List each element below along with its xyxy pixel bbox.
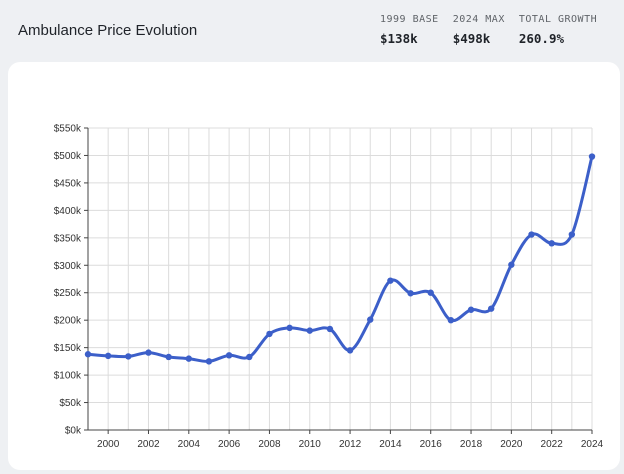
x-tick-label: 2008 bbox=[258, 439, 281, 450]
data-point[interactable] bbox=[447, 316, 455, 324]
x-tick-label: 2016 bbox=[420, 439, 443, 450]
x-tick-label: 2006 bbox=[218, 439, 241, 450]
x-tick-label: 2012 bbox=[339, 439, 362, 450]
data-point[interactable] bbox=[568, 231, 576, 238]
stat-growth-label: TOTAL GROWTH bbox=[518, 14, 598, 25]
y-tick-label: $300k bbox=[54, 261, 82, 272]
x-tick-label: 2010 bbox=[299, 439, 322, 450]
data-point[interactable] bbox=[266, 330, 273, 338]
price-series-line bbox=[86, 155, 594, 363]
stat-growth-value: 260.9% bbox=[518, 31, 565, 46]
data-point[interactable] bbox=[407, 290, 414, 297]
price-line-chart: $0k $50k $100k $150k $200k $250k $300k $350k $40… bbox=[54, 124, 604, 451]
y-tick-label: $500k bbox=[54, 151, 82, 162]
x-tick-label: 2002 bbox=[137, 439, 160, 450]
data-point[interactable] bbox=[367, 316, 374, 323]
data-point[interactable] bbox=[104, 352, 112, 360]
y-tick-label: $400k bbox=[54, 206, 82, 217]
data-point[interactable] bbox=[225, 352, 233, 359]
data-point[interactable] bbox=[145, 349, 152, 356]
x-tick-label: 2014 bbox=[379, 439, 402, 450]
x-tick-label: 2022 bbox=[541, 439, 564, 450]
x-tick-label: 2000 bbox=[97, 439, 120, 450]
data-point[interactable] bbox=[286, 324, 293, 332]
y-tick-label: $350k bbox=[54, 233, 82, 244]
y-tick-label: $200k bbox=[54, 316, 82, 327]
y-tick-label: $0k bbox=[65, 426, 82, 437]
x-tick-label: 2020 bbox=[500, 439, 523, 450]
data-point[interactable] bbox=[467, 306, 475, 313]
y-tick-label: $450k bbox=[54, 178, 82, 189]
axes: $0k $50k $100k $150k $200k $250k $300k $350k $40… bbox=[54, 124, 604, 451]
data-point[interactable] bbox=[387, 277, 394, 284]
data-point[interactable] bbox=[185, 355, 192, 362]
data-point[interactable] bbox=[528, 231, 535, 238]
x-tick-label: 2018 bbox=[460, 439, 483, 450]
stat-max: 2024 MAX $498k bbox=[453, 14, 505, 46]
stat-max-label: 2024 MAX bbox=[452, 14, 505, 25]
data-point[interactable] bbox=[125, 353, 132, 360]
stats-bar: 1999 BASE $138k 2024 MAX $498k TOTAL GRO… bbox=[380, 14, 597, 46]
data-point[interactable] bbox=[84, 351, 92, 358]
data-point[interactable] bbox=[488, 305, 495, 312]
data-point[interactable] bbox=[588, 153, 596, 160]
stat-growth: TOTAL GROWTH 260.9% bbox=[519, 14, 597, 46]
stat-base: 1999 BASE $138k bbox=[380, 14, 439, 46]
stat-max-value: $498k bbox=[452, 31, 491, 46]
stat-base-label: 1999 BASE bbox=[380, 14, 439, 25]
data-point[interactable] bbox=[346, 347, 354, 354]
data-point[interactable] bbox=[508, 261, 515, 268]
data-point[interactable] bbox=[205, 358, 213, 365]
data-point[interactable] bbox=[548, 240, 555, 247]
chart-card: $0k $50k $100k $150k $200k $250k $300k $350k $40… bbox=[8, 62, 620, 470]
page-title: Ambulance Price Evolution bbox=[18, 22, 198, 39]
x-tick-label: 2004 bbox=[178, 439, 201, 450]
y-tick-label: $50k bbox=[59, 398, 82, 409]
data-point[interactable] bbox=[427, 289, 434, 296]
stat-base-value: $138k bbox=[380, 31, 418, 46]
y-tick-label: $550k bbox=[54, 124, 82, 135]
data-point[interactable] bbox=[246, 353, 253, 361]
data-point[interactable] bbox=[165, 353, 172, 361]
x-tick-label: 2024 bbox=[581, 439, 604, 450]
data-point[interactable] bbox=[306, 327, 313, 334]
y-tick-label: $100k bbox=[54, 371, 82, 382]
series bbox=[84, 153, 596, 365]
grid bbox=[87, 127, 593, 431]
data-point[interactable] bbox=[326, 325, 334, 333]
y-tick-label: $150k bbox=[54, 343, 82, 354]
y-tick-label: $250k bbox=[54, 288, 82, 299]
